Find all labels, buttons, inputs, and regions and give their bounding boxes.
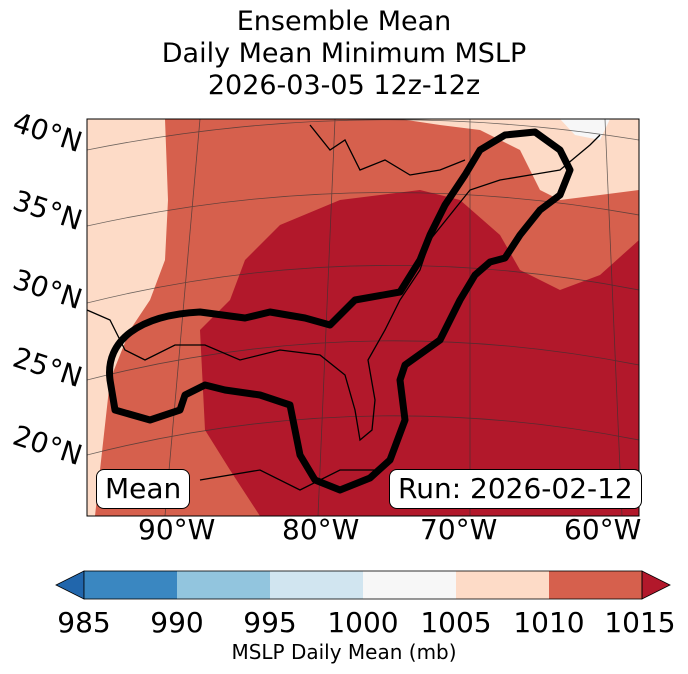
colorbar-tick: 1000: [327, 606, 399, 639]
title-line-3: 2026-03-05 12z-12z: [207, 70, 481, 101]
colorbar-tick: 1010: [513, 606, 585, 639]
field-1000-1005: [560, 119, 610, 140]
mean-label-box: Mean: [96, 469, 191, 509]
colorbar-tick: 990: [150, 606, 204, 639]
title-line-1: Ensemble Mean: [236, 6, 452, 37]
title-line-2: Daily Mean Minimum MSLP: [161, 38, 527, 69]
colorbar-segment: [177, 571, 270, 599]
colorbar-extend-high: [641, 570, 671, 600]
colorbar-tick: 985: [57, 606, 111, 639]
lon-label-60: 60°W: [564, 513, 642, 546]
field-1005-1010-north: [400, 119, 639, 200]
colorbar-segment: [84, 571, 177, 599]
lon-label-80: 80°W: [282, 513, 360, 546]
cuba-coast: [199, 469, 380, 491]
map-plot: [87, 119, 639, 516]
colorbar-segment: [456, 571, 549, 599]
colorbar-tick: 1005: [420, 606, 492, 639]
graticule: [87, 119, 639, 516]
colorbar-extend-low: [55, 570, 85, 600]
colorbar-segment: [270, 571, 363, 599]
colorbar-tick: 1015: [604, 606, 676, 639]
colorbar-tick: 995: [243, 606, 297, 639]
colorbar-segment: [363, 571, 456, 599]
field-1005-1010-west: [87, 119, 168, 516]
colorbar: [55, 570, 671, 600]
lon-label-90: 90°W: [138, 513, 216, 546]
run-label-box: Run: 2026-02-12: [389, 469, 642, 509]
great-lakes: [309, 124, 466, 176]
map-frame: [86, 118, 640, 517]
coastline: [87, 134, 601, 442]
storm-track-contour: [106, 128, 574, 494]
colorbar-frame: [83, 570, 643, 600]
colorbar-label: MSLP Daily Mean (mb): [231, 640, 457, 664]
lon-label-70: 70°W: [420, 513, 498, 546]
colorbar-segment: [549, 571, 642, 599]
